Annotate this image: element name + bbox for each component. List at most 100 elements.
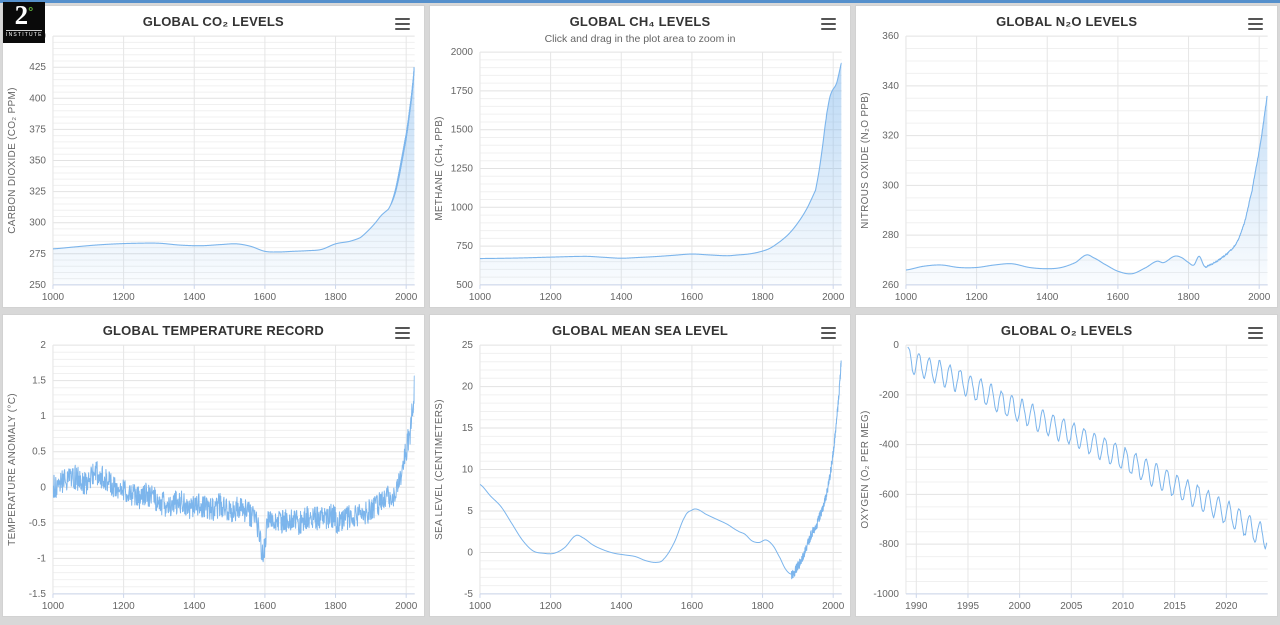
svg-text:1200: 1200: [112, 601, 135, 612]
chart-plot-area[interactable]: -5 0 5 10 15 20 25 1000 1200 1400 1600 1800 2000 SEA …: [430, 338, 851, 616]
svg-text:-5: -5: [464, 589, 473, 600]
logo-caption: INSTITUTE: [6, 30, 42, 38]
chart-panel-o2: GLOBAL O₂ LEVELS -1000 -800 -600 -400 -200 0 1…: [855, 314, 1278, 617]
chart-context-menu-button[interactable]: [1244, 11, 1267, 37]
svg-text:2000: 2000: [1009, 601, 1032, 612]
charts-grid: GLOBAL CO₂ LEVELS 250 275 300 325 350 375 400 4…: [0, 3, 1280, 617]
svg-text:-0.5: -0.5: [29, 518, 47, 529]
svg-text:750: 750: [456, 241, 473, 252]
svg-text:1800: 1800: [324, 601, 347, 612]
svg-text:1400: 1400: [183, 292, 206, 303]
svg-text:260: 260: [883, 280, 900, 291]
svg-text:1600: 1600: [1107, 292, 1130, 303]
chart-context-menu-button[interactable]: [817, 320, 840, 346]
hamburger-menu-icon: [394, 326, 410, 329]
chart-title: GLOBAL CO₂ LEVELS: [142, 14, 284, 29]
chart-title: GLOBAL N₂O LEVELS: [996, 14, 1138, 29]
svg-text:340: 340: [883, 81, 900, 92]
svg-text:1000: 1000: [895, 292, 918, 303]
svg-text:-600: -600: [879, 489, 899, 500]
svg-text:1990: 1990: [906, 601, 929, 612]
chart-header: GLOBAL O₂ LEVELS: [856, 315, 1277, 339]
svg-text:300: 300: [29, 218, 46, 229]
hamburger-menu-icon: [1247, 326, 1263, 329]
svg-text:2000: 2000: [450, 47, 473, 58]
chart-panel-n2o: GLOBAL N₂O LEVELS 260 280 300 320 340 360 1000…: [855, 5, 1278, 308]
chart-plot-area[interactable]: -1000 -800 -600 -400 -200 0 1990 1995 2000 2005 20…: [856, 338, 1277, 616]
chart-panel-co2: GLOBAL CO₂ LEVELS 250 275 300 325 350 375 400 4…: [2, 5, 425, 308]
svg-text:1000: 1000: [42, 601, 65, 612]
svg-text:1400: 1400: [610, 292, 633, 303]
chart-plot-area[interactable]: 500 750 1000 1250 1500 1750 2000 1000 1200 1400 16…: [430, 45, 851, 307]
svg-text:-400: -400: [879, 440, 899, 451]
svg-text:500: 500: [456, 280, 473, 291]
svg-text:1200: 1200: [539, 601, 562, 612]
chart-title: GLOBAL O₂ LEVELS: [1000, 323, 1133, 338]
svg-text:-200: -200: [879, 390, 899, 401]
svg-text:325: 325: [29, 187, 46, 198]
svg-text:425: 425: [29, 62, 46, 73]
chart-title: GLOBAL TEMPERATURE RECORD: [102, 323, 324, 338]
chart-subtitle: Click and drag in the plot area to zoom …: [544, 33, 736, 45]
svg-text:1000: 1000: [450, 202, 473, 213]
svg-text:2020: 2020: [1216, 601, 1239, 612]
chart-plot-area[interactable]: 260 280 300 320 340 360 1000 1200 1400 1600 1800 20…: [856, 29, 1277, 307]
svg-text:1800: 1800: [751, 292, 774, 303]
hamburger-menu-icon: [821, 17, 837, 20]
chart-header: GLOBAL TEMPERATURE RECORD: [3, 315, 424, 339]
svg-text:1400: 1400: [183, 601, 206, 612]
svg-text:1: 1: [40, 411, 46, 422]
svg-text:1600: 1600: [680, 601, 703, 612]
svg-text:1400: 1400: [610, 601, 633, 612]
chart-panel-temperature: GLOBAL TEMPERATURE RECORD -1.5 -1 -0.5 0 0.5…: [2, 314, 425, 617]
svg-text:2000: 2000: [1248, 292, 1271, 303]
hamburger-menu-icon: [394, 17, 410, 20]
svg-text:1750: 1750: [450, 86, 473, 97]
svg-text:2000: 2000: [822, 601, 845, 612]
svg-text:0.5: 0.5: [32, 447, 46, 458]
svg-text:METHANE (CH₄ PPB): METHANE (CH₄ PPB): [434, 116, 445, 221]
svg-text:1800: 1800: [1178, 292, 1201, 303]
svg-text:1500: 1500: [450, 125, 473, 136]
svg-text:1200: 1200: [539, 292, 562, 303]
svg-text:2015: 2015: [1164, 601, 1187, 612]
svg-text:0: 0: [467, 547, 473, 558]
svg-text:TEMPERATURE ANOMALY (°C): TEMPERATURE ANOMALY (°C): [7, 393, 18, 546]
chart-plot-area[interactable]: -1.5 -1 -0.5 0 0.5 1 1.5 2 1000 1200 1400 1600 1800 2…: [3, 338, 424, 616]
svg-text:350: 350: [29, 156, 46, 167]
chart-panel-sea-level: GLOBAL MEAN SEA LEVEL -5 0 5 10 15 20 25 1000 12…: [428, 314, 852, 617]
svg-text:280: 280: [883, 230, 900, 241]
chart-context-menu-button[interactable]: [391, 320, 414, 346]
svg-text:2000: 2000: [395, 292, 418, 303]
svg-text:250: 250: [29, 280, 46, 291]
svg-text:1.5: 1.5: [32, 376, 46, 387]
svg-text:1000: 1000: [469, 292, 492, 303]
svg-text:1400: 1400: [1036, 292, 1059, 303]
chart-title: GLOBAL MEAN SEA LEVEL: [551, 323, 729, 338]
chart-context-menu-button[interactable]: [817, 11, 840, 37]
chart-context-menu-button[interactable]: [1244, 320, 1267, 346]
svg-text:1250: 1250: [450, 164, 473, 175]
svg-text:300: 300: [883, 180, 900, 191]
chart-header: GLOBAL N₂O LEVELS: [856, 6, 1277, 30]
site-logo[interactable]: 2° INSTITUTE: [3, 2, 45, 43]
svg-text:1000: 1000: [42, 292, 65, 303]
svg-text:0: 0: [40, 482, 46, 493]
hamburger-menu-icon: [1247, 17, 1263, 20]
chart-header: GLOBAL CO₂ LEVELS: [3, 6, 424, 30]
svg-text:1200: 1200: [112, 292, 135, 303]
chart-plot-area[interactable]: 2502753003253503754004254501000120014001…: [3, 29, 424, 307]
svg-text:-1.5: -1.5: [29, 589, 47, 600]
chart-header: GLOBAL CH₄ LEVELS Click and drag in the …: [430, 6, 851, 45]
svg-text:SEA LEVEL (CENTIMETERS): SEA LEVEL (CENTIMETERS): [434, 399, 445, 540]
svg-text:2000: 2000: [822, 292, 845, 303]
svg-text:0: 0: [894, 340, 900, 351]
svg-text:NITROUS OXIDE (N₂O PPB): NITROUS OXIDE (N₂O PPB): [860, 92, 871, 229]
svg-text:CARBON DIOXIDE (CO₂ PPM): CARBON DIOXIDE (CO₂ PPM): [7, 87, 18, 233]
svg-text:1000: 1000: [469, 601, 492, 612]
svg-text:400: 400: [29, 93, 46, 104]
logo-degree-icon: °: [28, 4, 34, 19]
logo-number: 2: [14, 0, 29, 30]
chart-context-menu-button[interactable]: [391, 11, 414, 37]
svg-text:320: 320: [883, 131, 900, 142]
